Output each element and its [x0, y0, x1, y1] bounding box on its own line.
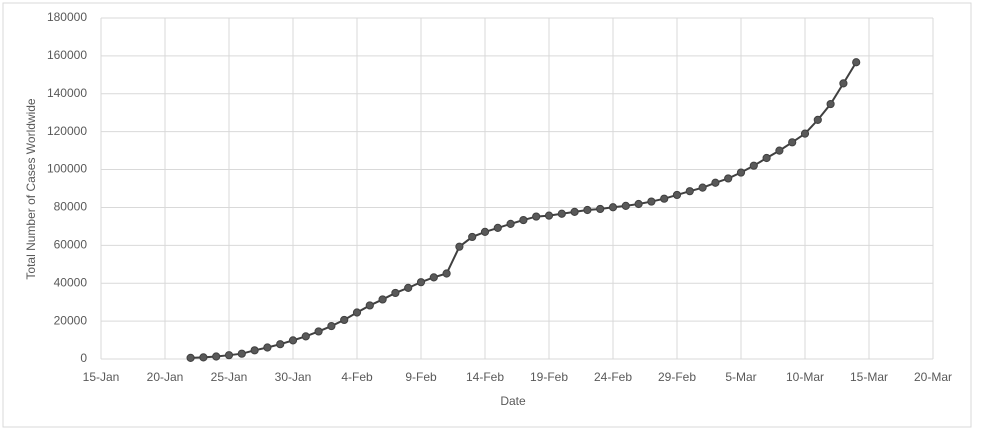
data-point: [788, 138, 797, 147]
data-point: [365, 301, 374, 310]
data-point: [314, 327, 323, 336]
data-point: [839, 79, 848, 88]
data-point: [493, 223, 502, 233]
data-point: [455, 242, 464, 251]
y-tick-label: 60000: [54, 238, 88, 252]
x-tick-label: 20-Mar: [914, 370, 952, 384]
data-point: [263, 343, 272, 352]
x-tick-label: 5-Mar: [725, 370, 756, 384]
data-point: [698, 183, 707, 192]
data-point: [212, 352, 221, 361]
x-tick-label: 29-Feb: [658, 370, 696, 384]
data-point: [276, 340, 285, 349]
data-point: [647, 197, 656, 206]
y-tick-label: 140000: [47, 86, 87, 100]
x-tick-label: 15-Jan: [83, 370, 120, 384]
data-point: [762, 153, 771, 163]
data-point: [288, 336, 298, 345]
data-point: [544, 211, 554, 220]
data-point: [378, 295, 387, 304]
data-point: [749, 161, 758, 170]
data-point: [391, 288, 400, 298]
data-point: [775, 146, 784, 155]
data-point: [506, 219, 515, 228]
data-point: [608, 203, 618, 212]
data-point: [660, 194, 669, 203]
data-point: [852, 58, 861, 67]
data-point: [826, 99, 835, 109]
data-point: [519, 215, 528, 225]
data-point: [416, 278, 426, 287]
data-point: [813, 115, 822, 124]
data-point: [237, 349, 246, 358]
data-point: [557, 209, 566, 218]
data-point: [724, 174, 733, 183]
x-tick-label: 24-Feb: [594, 370, 632, 384]
data-point: [224, 351, 234, 360]
data-point: [480, 227, 490, 236]
x-tick-label: 19-Feb: [530, 370, 568, 384]
x-tick-label: 20-Jan: [147, 370, 184, 384]
x-tick-label: 15-Mar: [850, 370, 888, 384]
chart-border: [2, 2, 972, 428]
data-point: [672, 190, 682, 200]
data-point: [352, 308, 362, 317]
data-point: [327, 321, 336, 331]
data-point: [711, 178, 720, 187]
x-tick-label: 25-Jan: [211, 370, 248, 384]
y-tick-label: 160000: [47, 48, 87, 62]
data-point: [596, 204, 605, 214]
y-axis-label: Total Number of Cases Worldwide: [24, 98, 38, 280]
data-point: [583, 205, 592, 215]
data-point: [429, 273, 438, 282]
data-point: [404, 283, 413, 292]
y-tick-label: 80000: [54, 200, 88, 214]
data-point: [532, 212, 541, 221]
x-tick-label: 4-Feb: [341, 370, 373, 384]
data-point: [621, 201, 630, 210]
x-axis-label: Date: [500, 394, 526, 408]
data-point: [800, 129, 810, 138]
data-point: [736, 168, 746, 177]
x-tick-label: 14-Feb: [466, 370, 504, 384]
data-point: [340, 315, 349, 325]
y-tick-label: 120000: [47, 124, 87, 138]
y-tick-label: 0: [80, 351, 87, 365]
x-tick-label: 10-Mar: [786, 370, 824, 384]
y-tick-label: 20000: [54, 313, 88, 327]
data-point: [301, 332, 310, 341]
data-point: [468, 232, 477, 242]
data-point: [634, 199, 643, 209]
y-tick-label: 40000: [54, 275, 88, 289]
y-tick-label: 100000: [47, 162, 87, 176]
data-point: [199, 353, 208, 362]
data-point: [570, 207, 579, 216]
data-point: [186, 353, 195, 363]
data-point: [442, 269, 451, 278]
x-tick-label: 9-Feb: [405, 370, 437, 384]
y-tick-label: 180000: [47, 10, 87, 24]
data-point: [685, 187, 694, 196]
x-tick-label: 30-Jan: [275, 370, 312, 384]
data-point: [250, 346, 259, 355]
